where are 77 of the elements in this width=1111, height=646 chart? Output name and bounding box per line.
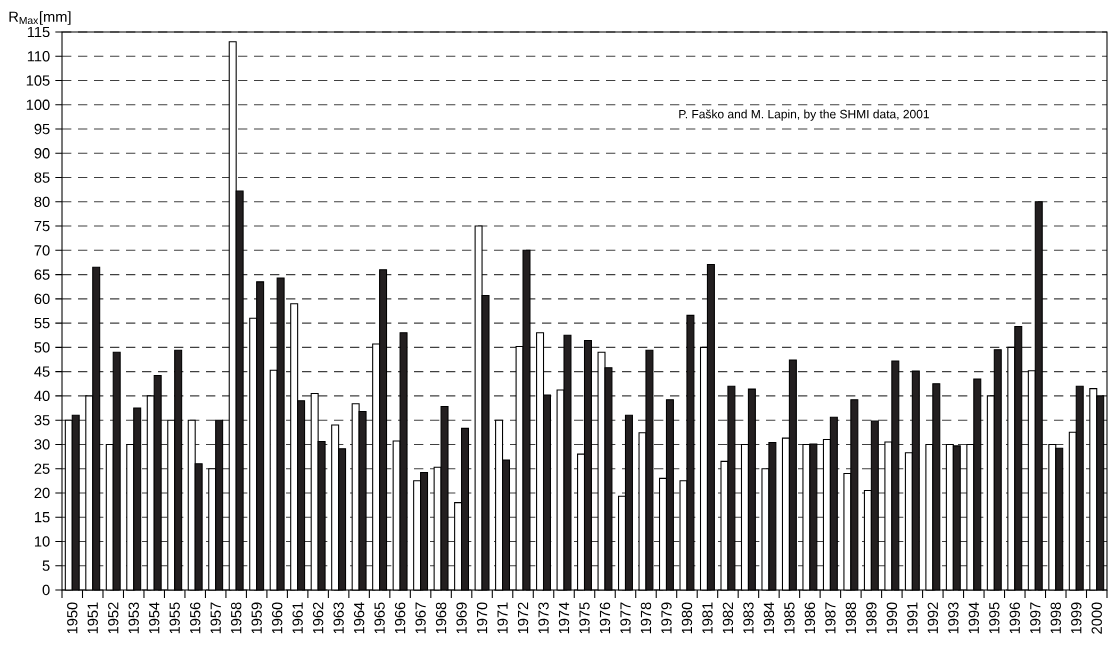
y-tick-label: 75 <box>34 220 50 232</box>
x-tick-label: 1952 <box>108 602 119 634</box>
y-tick-label: 70 <box>34 245 50 256</box>
x-tick-label: 1992 <box>927 602 939 634</box>
x-tick-label: 1956 <box>190 602 201 634</box>
x-tick-label: 1957 <box>210 602 221 634</box>
y-tick-label: 15 <box>34 512 50 523</box>
x-tick-label: 1970 <box>476 602 488 634</box>
y-tick-label: 110 <box>27 51 50 62</box>
y-tick-label: 90 <box>34 148 50 159</box>
x-tick-label: 1987 <box>825 602 836 634</box>
y-tick-label: 105 <box>26 75 50 86</box>
x-tick-label: 1982 <box>722 602 734 634</box>
x-tick-label: 2000 <box>1091 602 1102 634</box>
x-tick-label: 1960 <box>271 602 283 634</box>
x-tick-label: 1950 <box>67 602 78 634</box>
y-tick-label: 20 <box>34 487 50 499</box>
x-tick-label: 1973 <box>538 602 549 634</box>
x-tick-label: 1968 <box>435 602 447 634</box>
x-tick-label: 1999 <box>1071 602 1082 634</box>
y-tick-label: 60 <box>34 293 50 305</box>
x-tick-label: 1951 <box>87 602 98 634</box>
x-tick-label: 1981 <box>702 602 713 634</box>
y-tick-label: 55 <box>34 318 50 329</box>
x-tick-label: 1985 <box>784 602 795 634</box>
x-tick-label: 1995 <box>989 602 1000 634</box>
x-tick-label: 1993 <box>948 602 959 634</box>
y-tick-label: 0 <box>42 584 50 596</box>
x-tick-label: 1998 <box>1050 602 1061 634</box>
x-tick-label: 1959 <box>251 602 262 634</box>
y-tick-label: 40 <box>34 390 50 402</box>
x-tick-label: 1996 <box>1009 602 1020 634</box>
x-tick-label: 1983 <box>743 602 754 634</box>
x-tick-label: 1977 <box>620 602 631 634</box>
y-tick-label: 10 <box>34 536 50 547</box>
y-tick-label: 95 <box>34 123 50 135</box>
x-tick-label: 1966 <box>394 602 406 634</box>
x-tick-label: 1961 <box>292 602 303 634</box>
x-tick-label: 1965 <box>374 602 385 634</box>
x-tick-label: 1964 <box>353 602 365 634</box>
y-tick-label: 115 <box>27 26 50 38</box>
x-tick-label: 1994 <box>968 602 979 634</box>
y-tick-label: 65 <box>34 269 50 280</box>
y-axis-title: R$_{Max}$[mm] <box>9 11 71 25</box>
x-tick-label: 1969 <box>456 602 467 634</box>
x-tick-label: 1954 <box>149 602 160 634</box>
x-tick-label: 1990 <box>886 602 898 634</box>
x-tick-label: 1971 <box>497 602 508 634</box>
y-tick-label: 25 <box>34 463 50 474</box>
x-tick-label: 1979 <box>661 602 672 634</box>
x-tick-label: 1953 <box>128 602 139 634</box>
x-tick-label: 1963 <box>333 602 344 634</box>
y-tick-label: 80 <box>34 196 50 208</box>
annotation: P. Faško and M. Lapin, by the SHMI data, 2001 <box>679 109 929 121</box>
x-tick-label: 1988 <box>845 602 857 634</box>
x-tick-label: 1976 <box>599 602 611 634</box>
x-tick-label: 1975 <box>579 602 590 634</box>
y-tick-label: 100 <box>26 99 50 110</box>
x-tick-label: 1967 <box>415 602 426 634</box>
x-tick-label: 1991 <box>907 602 918 634</box>
x-tick-label: 1958 <box>231 602 242 634</box>
y-tick-label: 30 <box>34 439 50 450</box>
y-tick-label: 5 <box>42 560 50 571</box>
x-tick-label: 1972 <box>517 602 529 634</box>
x-tick-label: 1974 <box>558 602 570 634</box>
y-tick-label: 35 <box>34 414 50 426</box>
x-tick-label: 1989 <box>866 602 877 634</box>
x-tick-label: 1962 <box>312 602 324 634</box>
x-tick-label: 1980 <box>681 602 693 634</box>
y-tick-label: 45 <box>34 366 50 377</box>
x-tick-label: 1997 <box>1030 602 1041 634</box>
y-tick-label: 50 <box>34 342 50 353</box>
x-tick-label: 1986 <box>804 602 816 634</box>
x-tick-label: 1955 <box>169 602 180 634</box>
x-tick-label: 1984 <box>763 602 775 634</box>
y-tick-label: 85 <box>34 172 50 183</box>
x-tick-label: 1978 <box>640 602 652 634</box>
